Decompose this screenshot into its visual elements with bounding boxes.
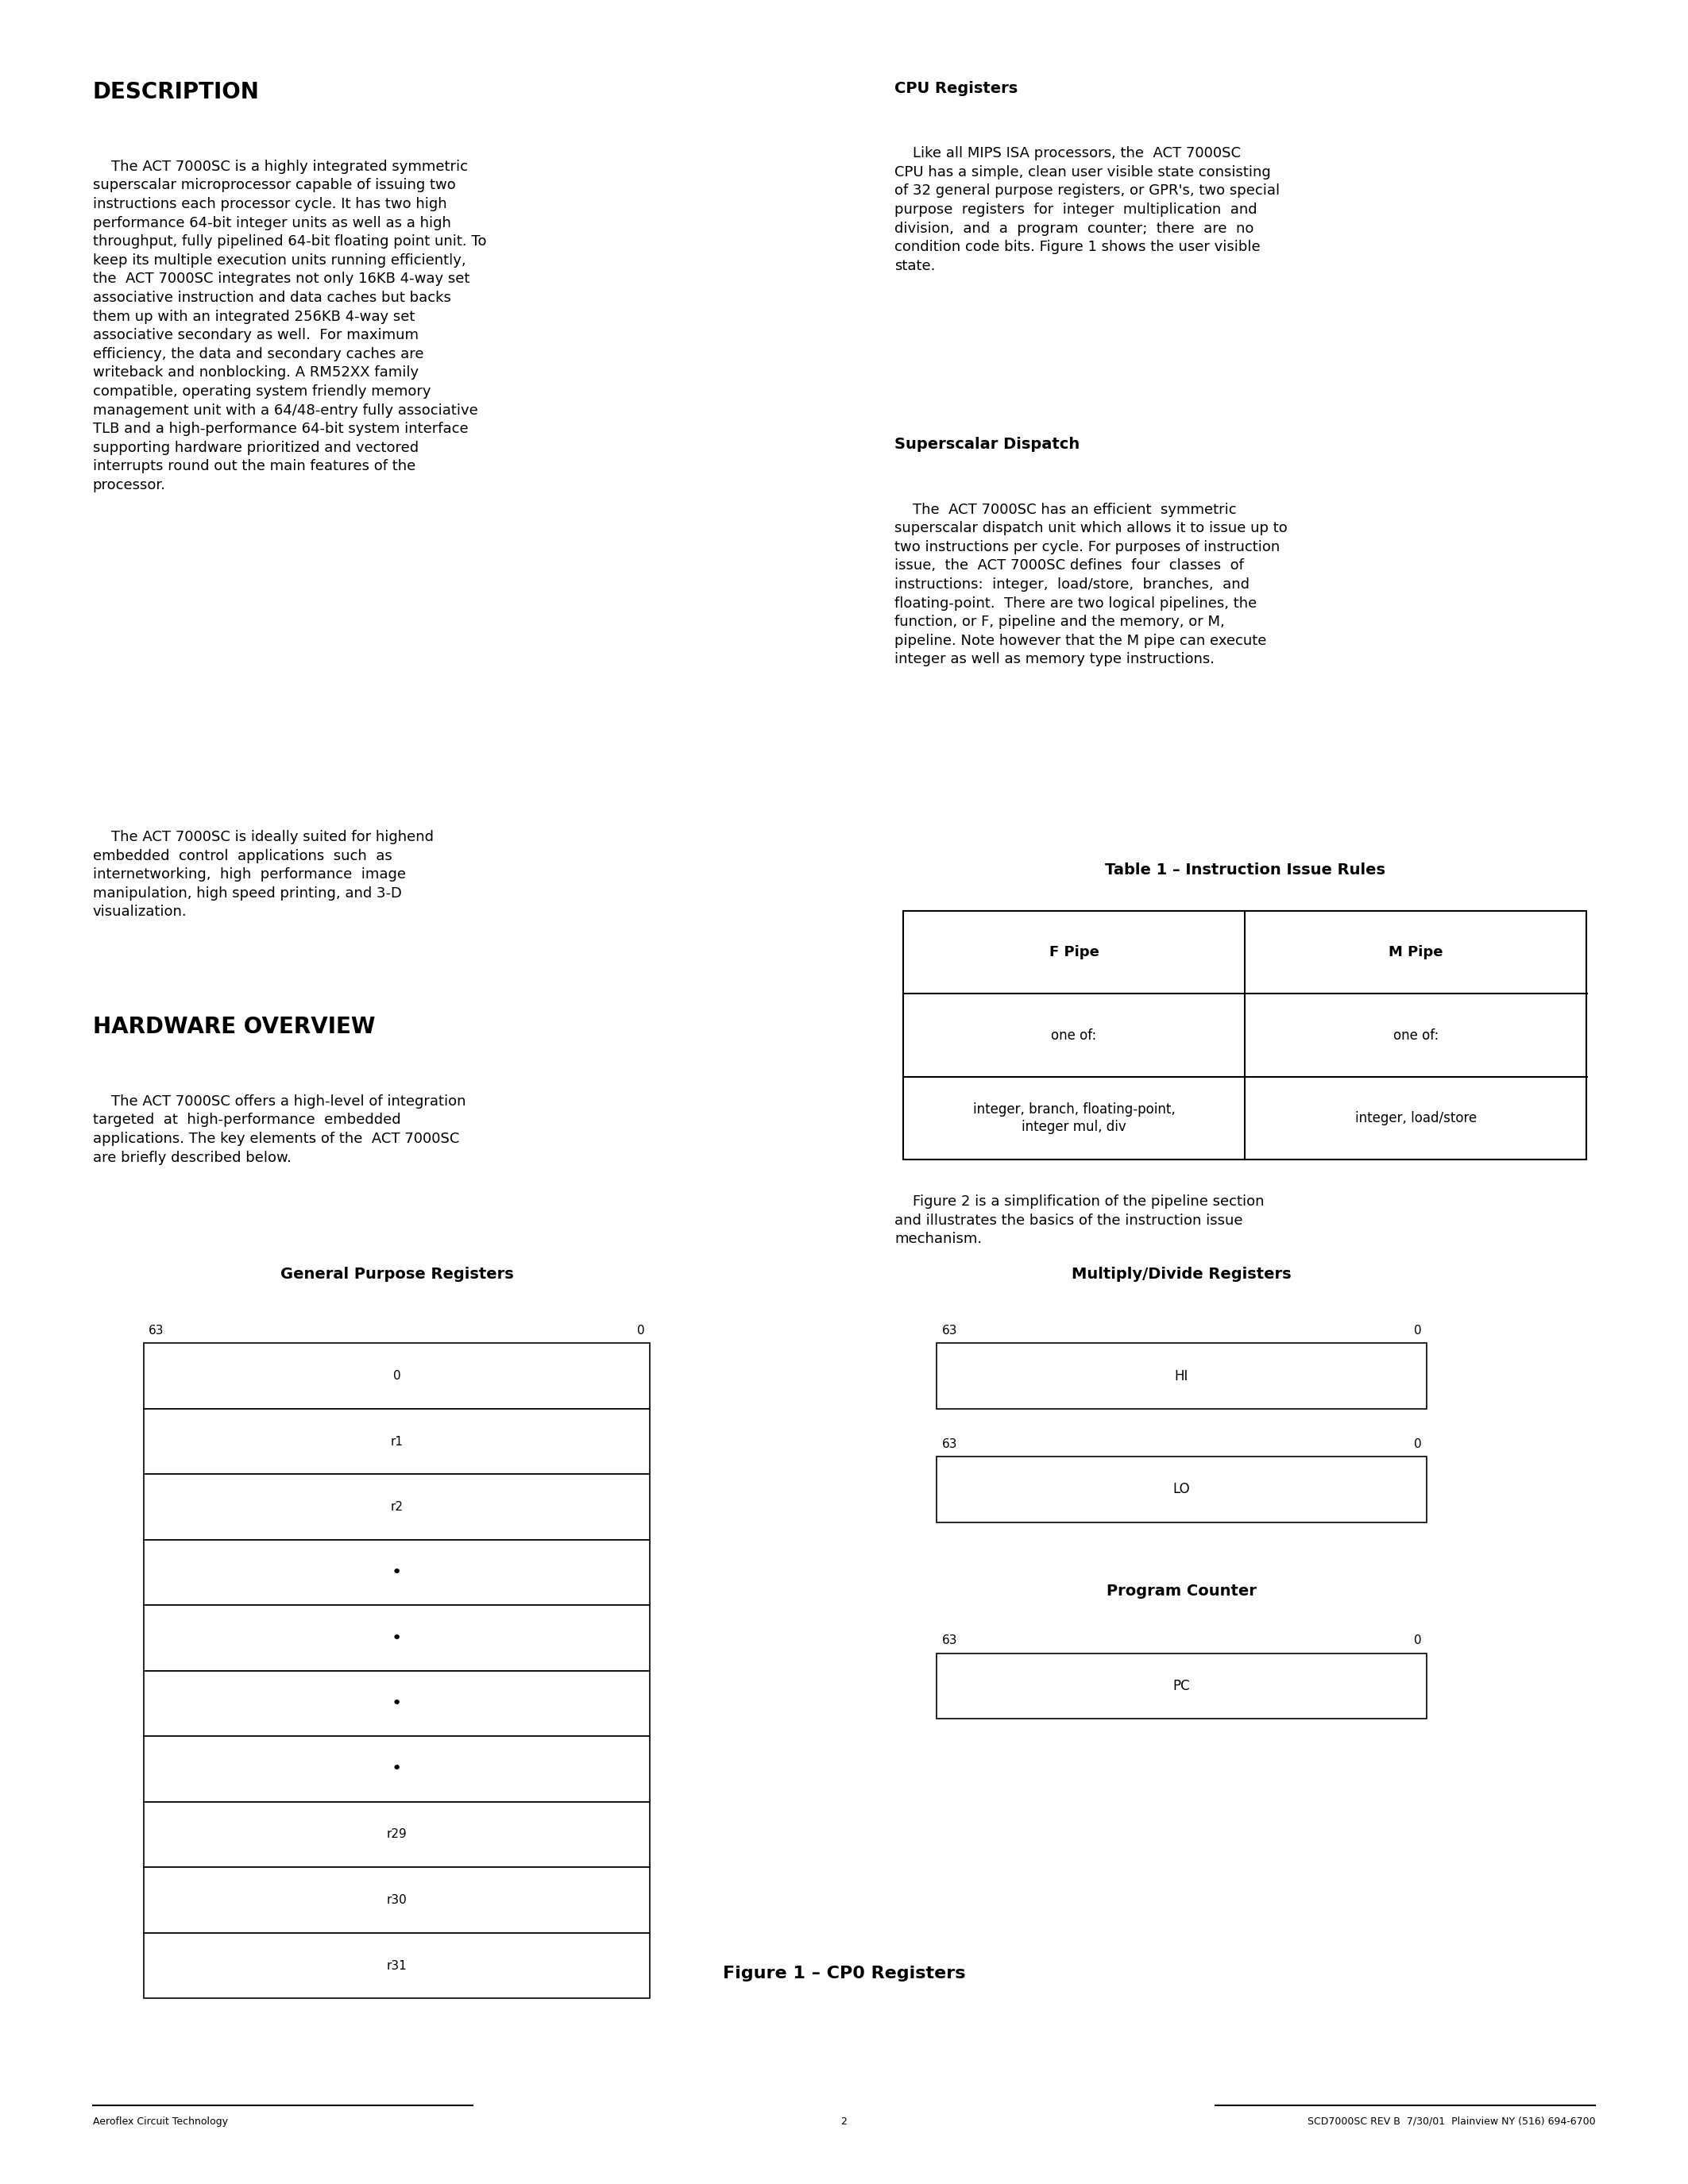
Bar <box>143 1671 650 1736</box>
Text: 2: 2 <box>841 2116 847 2127</box>
Text: •: • <box>392 1695 402 1712</box>
Text: r2: r2 <box>390 1500 403 1514</box>
Text: General Purpose Registers: General Purpose Registers <box>280 1267 513 1282</box>
Text: 63: 63 <box>149 1326 164 1337</box>
Text: •: • <box>392 1564 402 1581</box>
Text: The ACT 7000SC is a highly integrated symmetric
superscalar microprocessor capab: The ACT 7000SC is a highly integrated sy… <box>93 159 486 491</box>
Text: r1: r1 <box>390 1435 403 1448</box>
Text: DESCRIPTION: DESCRIPTION <box>93 81 260 103</box>
Bar <box>143 1605 650 1671</box>
Text: 63: 63 <box>942 1439 957 1450</box>
Text: •: • <box>392 1629 402 1647</box>
Text: Like all MIPS ISA processors, the  ACT 7000SC
CPU has a simple, clean user visib: Like all MIPS ISA processors, the ACT 70… <box>895 146 1280 273</box>
Text: r30: r30 <box>387 1894 407 1907</box>
Text: F Pipe: F Pipe <box>1048 946 1099 959</box>
Text: 0: 0 <box>1413 1326 1421 1337</box>
Text: integer, load/store: integer, load/store <box>1355 1112 1477 1125</box>
Bar <box>143 1933 650 1998</box>
Text: 0: 0 <box>636 1326 645 1337</box>
Text: 0: 0 <box>1413 1439 1421 1450</box>
Text: The ACT 7000SC offers a high-level of integration
targeted  at  high-performance: The ACT 7000SC offers a high-level of in… <box>93 1094 466 1164</box>
Text: 0: 0 <box>393 1369 400 1382</box>
Text: Table 1 – Instruction Issue Rules: Table 1 – Instruction Issue Rules <box>1104 863 1386 878</box>
Text: LO: LO <box>1173 1483 1190 1496</box>
Bar <box>143 1867 650 1933</box>
Text: r31: r31 <box>387 1959 407 1972</box>
Text: r29: r29 <box>387 1828 407 1841</box>
Text: •: • <box>392 1760 402 1778</box>
Text: Multiply/Divide Registers: Multiply/Divide Registers <box>1072 1267 1291 1282</box>
Text: one of:: one of: <box>1052 1029 1097 1042</box>
Text: 63: 63 <box>942 1326 957 1337</box>
Text: one of:: one of: <box>1393 1029 1438 1042</box>
Text: Program Counter: Program Counter <box>1107 1583 1256 1599</box>
Text: CPU Registers: CPU Registers <box>895 81 1018 96</box>
Bar <box>143 1474 650 1540</box>
Text: SCD7000SC REV B  7/30/01  Plainview NY (516) 694-6700: SCD7000SC REV B 7/30/01 Plainview NY (51… <box>1307 2116 1595 2127</box>
Bar <box>143 1802 650 1867</box>
Bar <box>937 1457 1426 1522</box>
Bar <box>143 1540 650 1605</box>
Text: M Pipe: M Pipe <box>1389 946 1443 959</box>
Bar <box>903 911 1587 1160</box>
Text: The  ACT 7000SC has an efficient  symmetric
superscalar dispatch unit which allo: The ACT 7000SC has an efficient symmetri… <box>895 502 1288 666</box>
Text: HI: HI <box>1175 1369 1188 1382</box>
Text: 63: 63 <box>942 1636 957 1647</box>
Bar <box>143 1343 650 1409</box>
Text: Aeroflex Circuit Technology: Aeroflex Circuit Technology <box>93 2116 228 2127</box>
Bar <box>143 1409 650 1474</box>
Text: PC: PC <box>1173 1679 1190 1693</box>
Bar <box>937 1343 1426 1409</box>
Text: Figure 2 is a simplification of the pipeline section
and illustrates the basics : Figure 2 is a simplification of the pipe… <box>895 1195 1264 1247</box>
Bar <box>937 1653 1426 1719</box>
Text: Superscalar Dispatch: Superscalar Dispatch <box>895 437 1080 452</box>
Bar <box>143 1736 650 1802</box>
Text: HARDWARE OVERVIEW: HARDWARE OVERVIEW <box>93 1016 375 1037</box>
Text: Figure 1 – CP0 Registers: Figure 1 – CP0 Registers <box>722 1966 966 1981</box>
Text: 0: 0 <box>1413 1636 1421 1647</box>
Text: integer, branch, floating-point,
integer mul, div: integer, branch, floating-point, integer… <box>972 1103 1175 1133</box>
Text: The ACT 7000SC is ideally suited for highend
embedded  control  applications  su: The ACT 7000SC is ideally suited for hig… <box>93 830 434 919</box>
